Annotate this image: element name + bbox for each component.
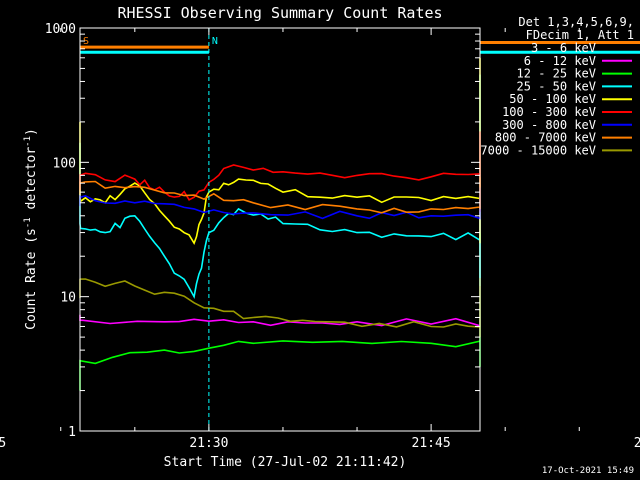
x-tick-label-0: 21:15 — [0, 436, 6, 451]
legend-label-2: 12 - 25 keV — [517, 67, 596, 81]
flag-label-0: S — [83, 36, 89, 47]
legend-label-6: 300 - 800 keV — [502, 118, 596, 132]
flag-label-1: N — [212, 36, 218, 47]
y-axis-label-sup1: -1 — [23, 217, 33, 228]
legend-label-7: 800 - 7000 keV — [495, 131, 596, 145]
legend: Det 1,3,4,5,6,9, FDecim 1, Att 1 3 - 6 k… — [480, 15, 634, 157]
x-tick-label-2: 21:45 — [412, 436, 451, 451]
y-axis-label-part1: Count Rate (s — [24, 228, 39, 330]
legend-label-0: 3 - 6 keV — [531, 41, 596, 55]
y-tick-label-1: 10 — [60, 291, 76, 306]
x-tick-label-1: 21:30 — [189, 436, 228, 451]
plot-frame — [79, 27, 481, 432]
y-axis-label-sup2: -1 — [23, 136, 33, 147]
y-tick-label-3: 1000 — [45, 22, 76, 37]
legend-header-line-1: Det 1,3,4,5,6,9, — [518, 15, 634, 29]
x-tick-label-3: 22:00 — [634, 436, 640, 451]
y-tick-label-0: 1 — [68, 425, 76, 440]
footer-timestamp: 17-Oct-2021 15:49 — [542, 466, 634, 476]
y-tick-label-2: 100 — [53, 156, 76, 171]
axis-layer: 21:1521:3021:4522:0022:1522:3022:4511010… — [0, 22, 640, 451]
legend-header-line-2: FDecim 1, Att 1 — [526, 28, 634, 42]
legend-label-1: 6 - 12 keV — [524, 54, 596, 68]
legend-label-4: 50 - 100 keV — [509, 92, 596, 106]
y-axis-label-part3: ) — [24, 128, 39, 136]
chart-title: RHESSI Observing Summary Count Rates — [117, 4, 442, 22]
x-axis-label: Start Time (27-Jul-02 21:11:42) — [164, 455, 407, 470]
y-axis-label: Count Rate (s-1 detector-1) — [23, 128, 39, 330]
legend-label-3: 25 - 50 keV — [517, 79, 596, 93]
y-axis-label-part2: detector — [24, 147, 39, 218]
legend-label-5: 100 - 300 keV — [502, 105, 596, 119]
legend-label-8: 7000 - 15000 keV — [480, 143, 596, 157]
